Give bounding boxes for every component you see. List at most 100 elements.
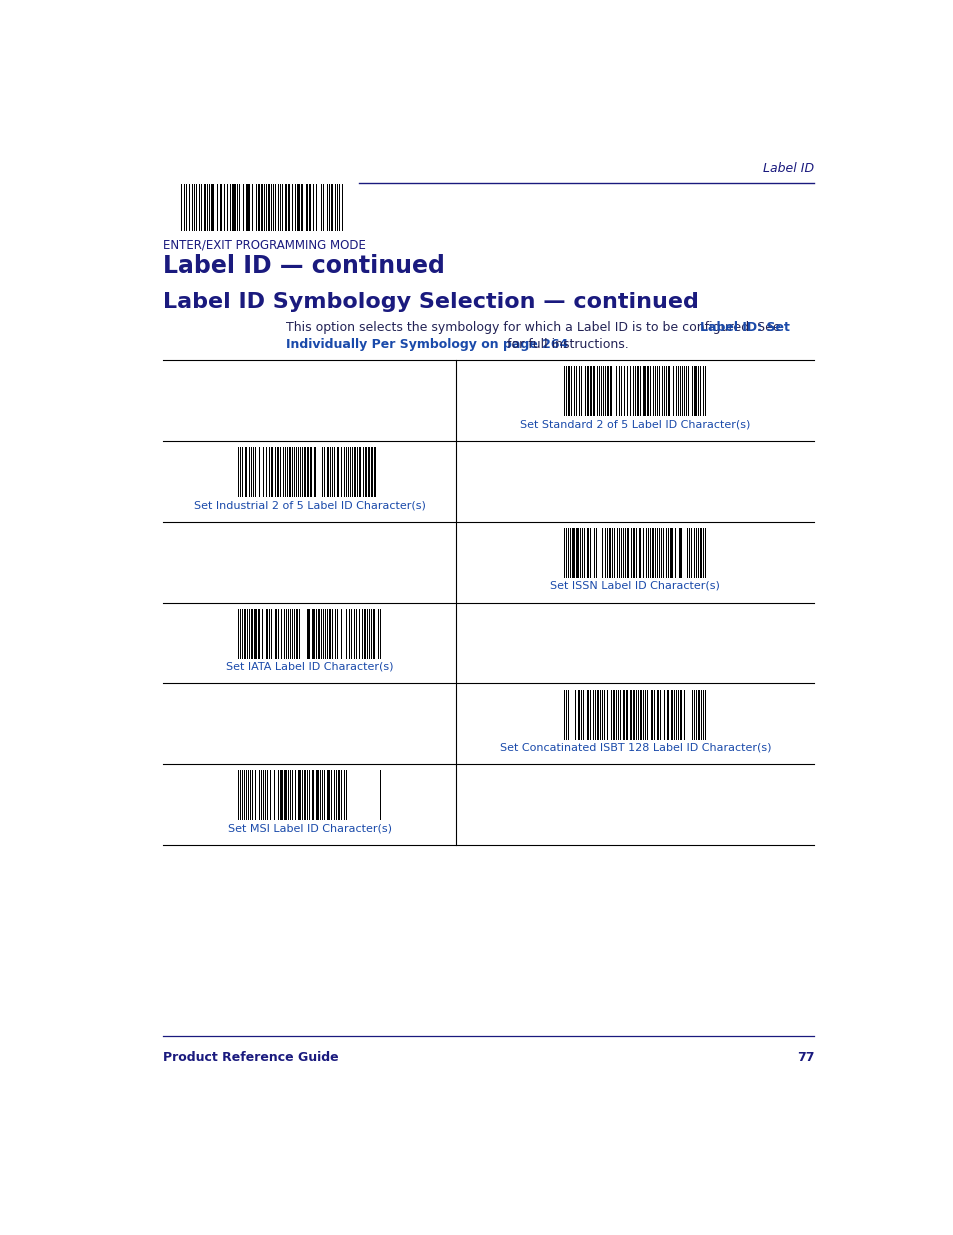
Text: Set Concatinated ISBT 128 Label ID Character(s): Set Concatinated ISBT 128 Label ID Chara…: [499, 742, 770, 752]
Bar: [326, 184, 327, 231]
Bar: [587, 527, 589, 578]
Bar: [183, 184, 185, 231]
Bar: [633, 527, 635, 578]
Bar: [607, 366, 609, 416]
Bar: [273, 184, 274, 231]
Bar: [316, 771, 319, 820]
Bar: [217, 184, 218, 231]
Bar: [642, 366, 645, 416]
Bar: [255, 184, 256, 231]
Bar: [252, 184, 253, 231]
Bar: [181, 184, 182, 231]
Bar: [314, 447, 316, 496]
Bar: [318, 609, 319, 658]
Text: Set ISSN Label ID Character(s): Set ISSN Label ID Character(s): [550, 580, 720, 590]
Bar: [275, 609, 276, 658]
Bar: [307, 609, 310, 658]
Bar: [295, 609, 297, 658]
Bar: [207, 184, 208, 231]
Bar: [679, 527, 681, 578]
Bar: [639, 689, 641, 740]
Bar: [224, 184, 225, 231]
Bar: [209, 184, 210, 231]
Bar: [309, 184, 311, 231]
Bar: [642, 527, 644, 578]
Bar: [626, 527, 628, 578]
Bar: [298, 609, 300, 658]
Bar: [359, 447, 360, 496]
Bar: [698, 689, 700, 740]
Bar: [268, 184, 270, 231]
Bar: [323, 447, 325, 496]
Bar: [245, 447, 247, 496]
Bar: [601, 527, 603, 578]
Bar: [578, 689, 579, 740]
Bar: [608, 527, 610, 578]
Bar: [326, 447, 328, 496]
Bar: [292, 184, 293, 231]
Bar: [312, 609, 314, 658]
Bar: [193, 184, 195, 231]
Bar: [670, 527, 672, 578]
Text: Label ID — continued: Label ID — continued: [163, 253, 445, 278]
Bar: [597, 689, 598, 740]
Bar: [340, 609, 342, 658]
Bar: [196, 184, 197, 231]
Bar: [277, 184, 278, 231]
Bar: [320, 184, 321, 231]
Bar: [329, 609, 331, 658]
Bar: [201, 184, 202, 231]
Bar: [586, 366, 588, 416]
Bar: [243, 184, 244, 231]
Bar: [313, 184, 314, 231]
Bar: [305, 184, 308, 231]
Text: Product Reference Guide: Product Reference Guide: [163, 1051, 338, 1065]
Bar: [679, 689, 680, 740]
Bar: [310, 447, 312, 496]
Bar: [637, 366, 639, 416]
Bar: [271, 184, 272, 231]
Bar: [312, 771, 314, 820]
Bar: [276, 447, 278, 496]
Bar: [639, 527, 640, 578]
Bar: [246, 184, 250, 231]
Bar: [368, 447, 370, 496]
Bar: [650, 689, 653, 740]
Bar: [198, 184, 199, 231]
Bar: [288, 184, 290, 231]
Text: Label ID: Set: Label ID: Set: [700, 321, 789, 335]
Bar: [266, 184, 267, 231]
Bar: [204, 184, 205, 231]
Bar: [593, 366, 595, 416]
Bar: [186, 184, 187, 231]
Bar: [364, 609, 365, 658]
Text: Set Standard 2 of 5 Label ID Character(s): Set Standard 2 of 5 Label ID Character(s…: [519, 419, 750, 430]
Bar: [261, 184, 262, 231]
Bar: [284, 184, 287, 231]
Bar: [253, 609, 256, 658]
Bar: [280, 771, 283, 820]
Bar: [271, 447, 273, 496]
Bar: [371, 447, 373, 496]
Bar: [258, 447, 260, 496]
Bar: [339, 184, 340, 231]
Bar: [576, 527, 578, 578]
Bar: [227, 184, 228, 231]
Bar: [338, 771, 340, 820]
Text: ENTER/EXIT PROGRAMMING MODE: ENTER/EXIT PROGRAMMING MODE: [163, 238, 366, 251]
Text: Individually Per Symbology on page 264: Individually Per Symbology on page 264: [286, 338, 568, 352]
Bar: [610, 366, 612, 416]
Bar: [257, 609, 259, 658]
Bar: [666, 689, 668, 740]
Bar: [298, 771, 301, 820]
Bar: [239, 184, 240, 231]
Bar: [230, 184, 231, 231]
Bar: [629, 689, 631, 740]
Bar: [651, 527, 653, 578]
Bar: [354, 447, 355, 496]
Bar: [323, 184, 324, 231]
Text: Label ID: Label ID: [762, 162, 814, 175]
Bar: [331, 184, 333, 231]
Text: for full instructions.: for full instructions.: [502, 338, 628, 352]
Bar: [236, 184, 238, 231]
